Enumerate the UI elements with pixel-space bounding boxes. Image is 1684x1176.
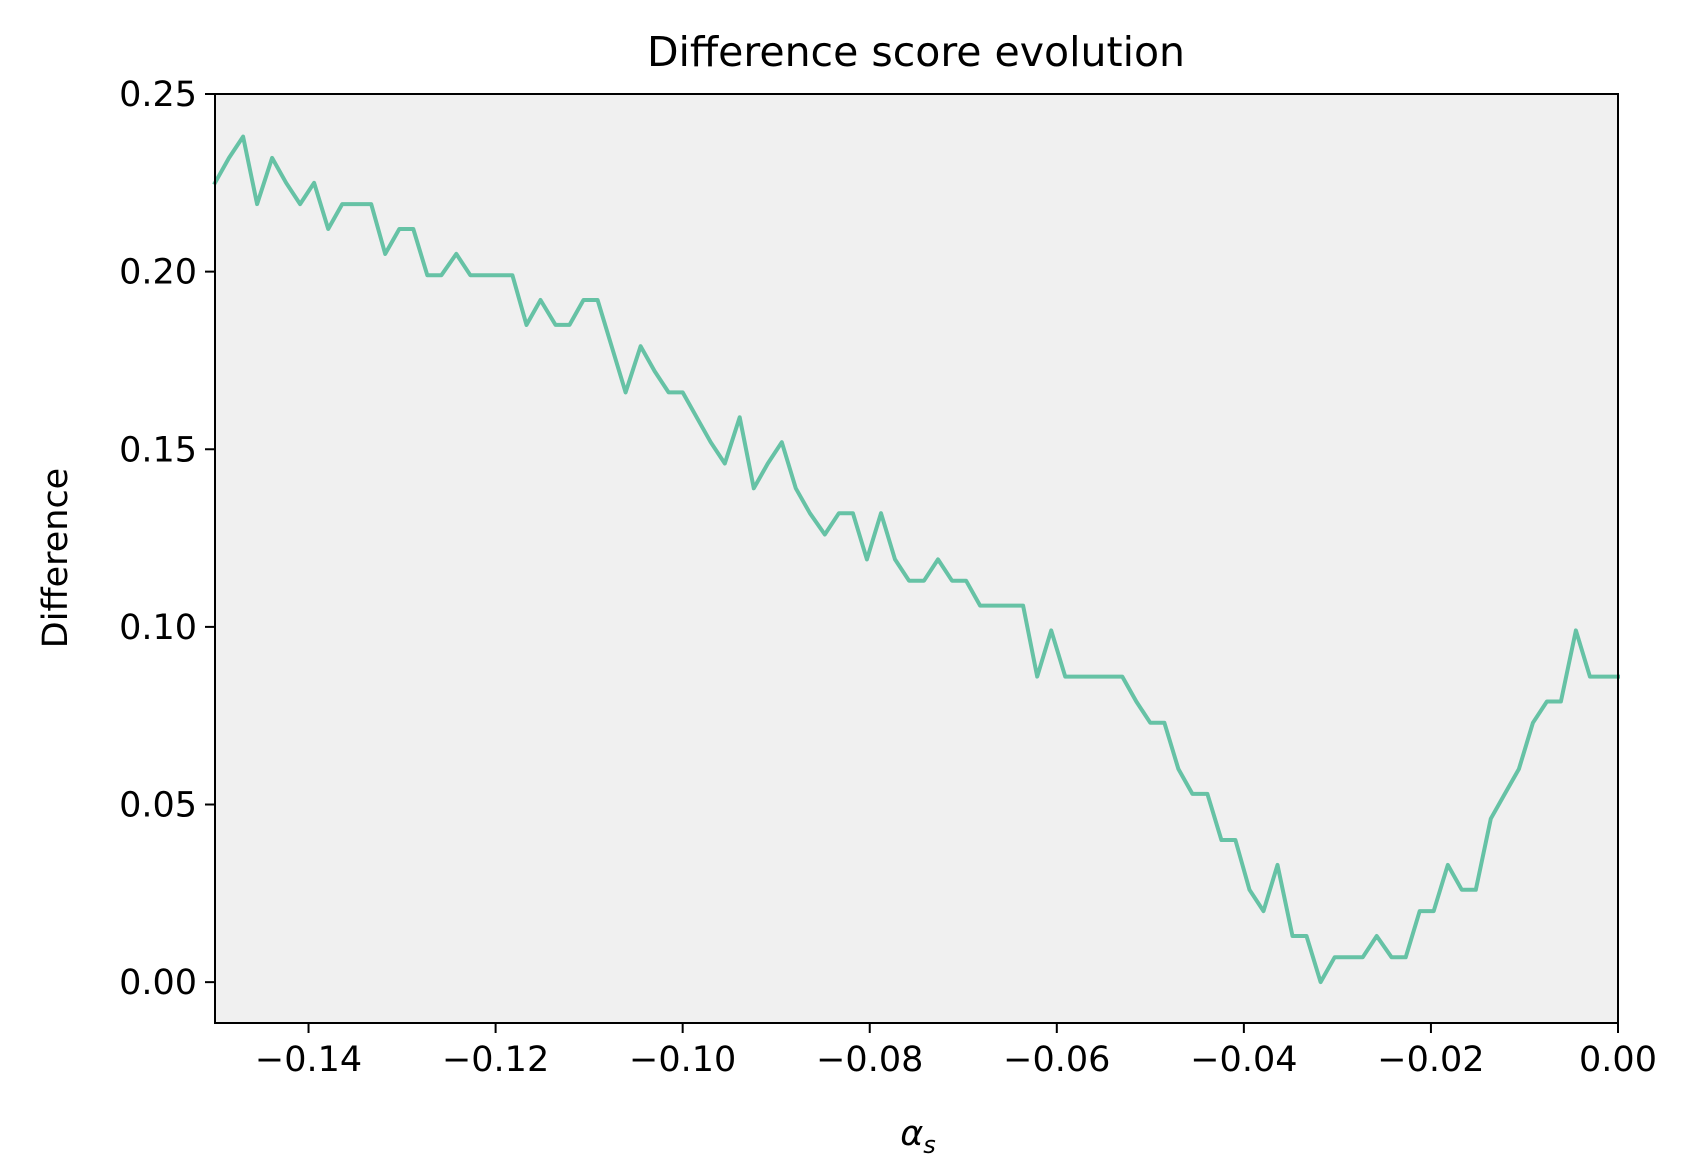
x-tick-label: −0.14 bbox=[255, 1040, 362, 1080]
x-axis-title-subscript: s bbox=[923, 1131, 936, 1159]
series-line bbox=[212, 134, 1620, 985]
y-tick-label: 0.15 bbox=[119, 430, 197, 470]
x-tick-label: −0.08 bbox=[816, 1040, 923, 1080]
x-tick-label: −0.10 bbox=[629, 1040, 736, 1080]
y-axis-title: Difference bbox=[36, 468, 76, 648]
y-tick-label: 0.20 bbox=[119, 253, 197, 293]
x-tick-label: 0.00 bbox=[1579, 1040, 1657, 1080]
y-tick-label: 0.25 bbox=[119, 75, 197, 115]
x-tick-label: −0.06 bbox=[1003, 1040, 1110, 1080]
x-tick-label: −0.12 bbox=[442, 1040, 549, 1080]
x-tick-label: −0.02 bbox=[1377, 1040, 1484, 1080]
x-tick-label: −0.04 bbox=[1190, 1040, 1297, 1080]
plot-background bbox=[215, 94, 1618, 1023]
x-axis-title: αs bbox=[900, 1114, 936, 1159]
plot-frame bbox=[214, 93, 1619, 1024]
y-tick-label: 0.00 bbox=[119, 963, 197, 1003]
axis-ticks: −0.14 −0.12 −0.10 −0.08 −0.06 −0.04 −0.02 0.00 0… bbox=[119, 75, 1657, 1080]
y-tick-label: 0.10 bbox=[119, 608, 197, 648]
x-axis-title-symbol: α bbox=[900, 1114, 923, 1154]
chart-title: Difference score evolution bbox=[647, 28, 1185, 76]
y-tick-label: 0.05 bbox=[119, 786, 197, 826]
